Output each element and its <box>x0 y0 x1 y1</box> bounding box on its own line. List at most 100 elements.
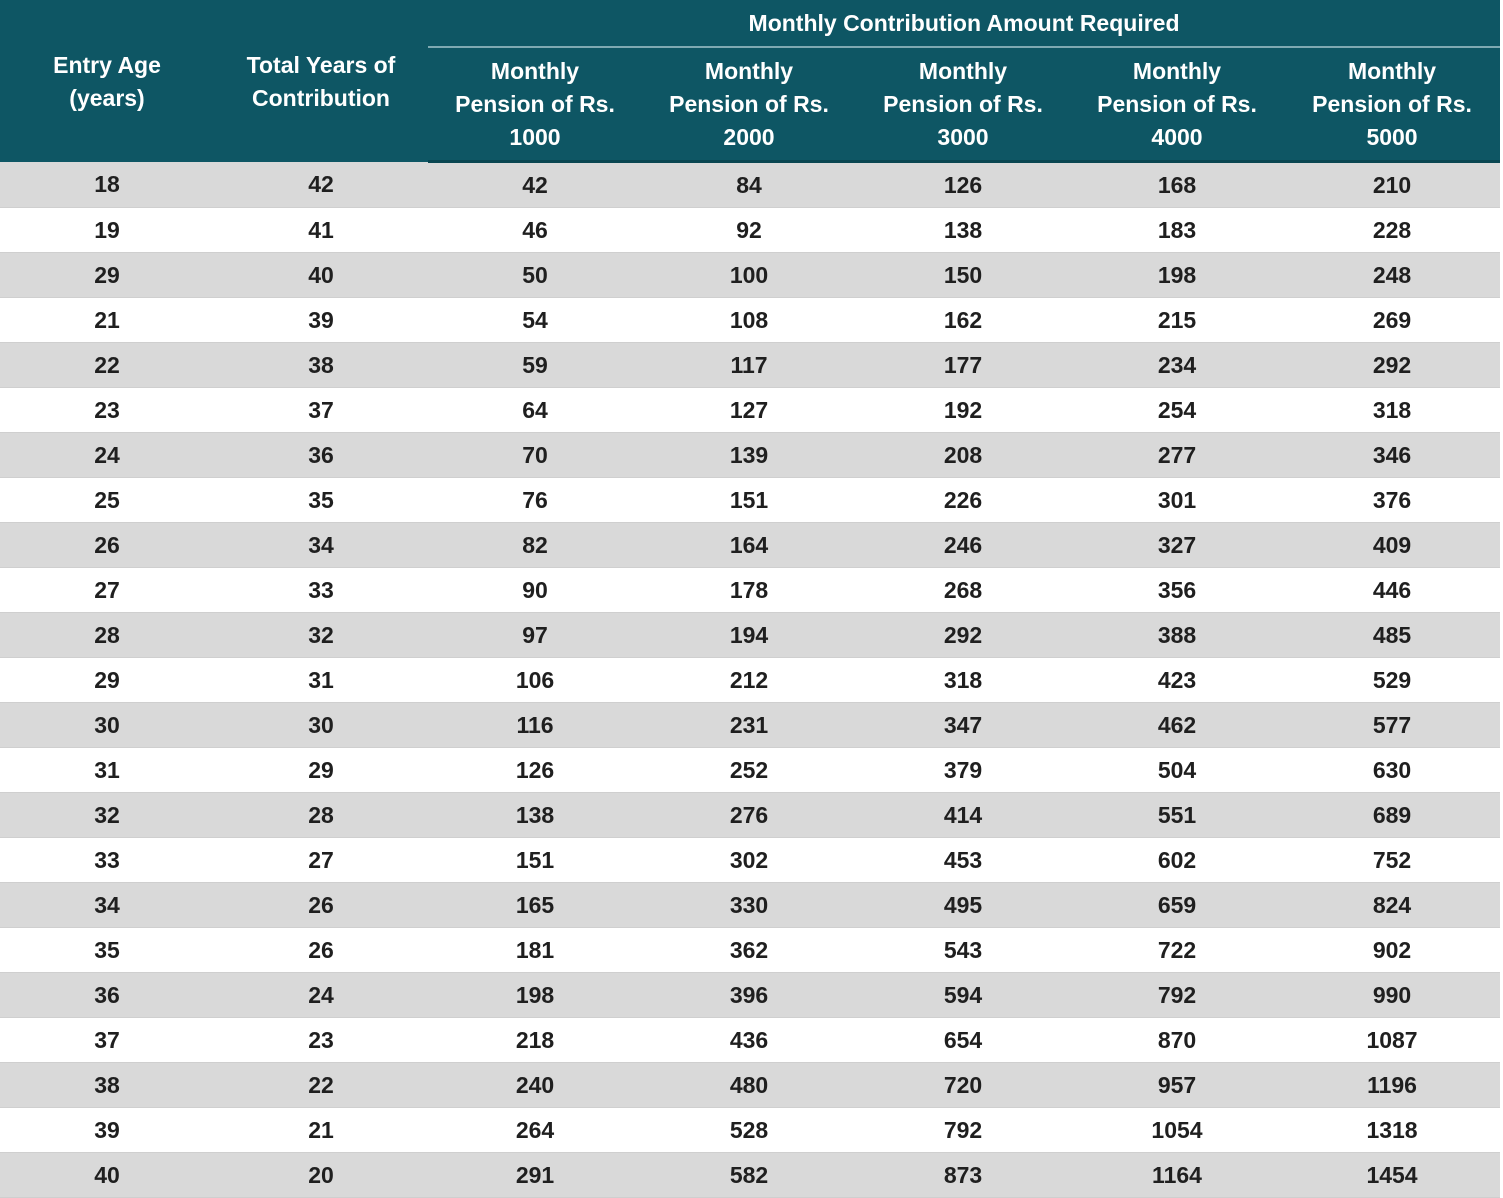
total-years-cell: 33 <box>214 567 428 613</box>
pension-2000-cell: 582 <box>642 1152 856 1198</box>
pension-3000-cell: 543 <box>856 927 1070 973</box>
table-row: 26 34 82 164 246 327 409 <box>0 522 1500 568</box>
table-row: 32 28 138 276 414 551 689 <box>0 792 1500 838</box>
pension-1000-cell: 218 <box>428 1017 642 1063</box>
pension-3000-cell: 594 <box>856 972 1070 1018</box>
pension-1000-cell: 97 <box>428 612 642 658</box>
total-years-cell: 35 <box>214 477 428 523</box>
table-row: 18 42 42 84 126 168 210 <box>0 161 1500 208</box>
pension-1000-cell: 181 <box>428 927 642 973</box>
pension-1000-cell: 54 <box>428 297 642 343</box>
pension-5000-cell: 1196 <box>1284 1062 1500 1108</box>
pension-3000-cell: 138 <box>856 207 1070 253</box>
total-years-cell: 34 <box>214 522 428 568</box>
pension-2000-cell: 302 <box>642 837 856 883</box>
pension-5000-cell: 902 <box>1284 927 1500 973</box>
entry-age-cell: 29 <box>0 252 214 298</box>
entry-age-cell: 25 <box>0 477 214 523</box>
pension-2000-cell: 252 <box>642 747 856 793</box>
table-row: 19 41 46 92 138 183 228 <box>0 207 1500 253</box>
entry-age-cell: 24 <box>0 432 214 478</box>
pension-3000-cell: 292 <box>856 612 1070 658</box>
pension-1000-cell: 138 <box>428 792 642 838</box>
pension-column-header-line1: Monthly <box>1132 57 1222 84</box>
table-row: 39 21 264 528 792 1054 1318 <box>0 1107 1500 1153</box>
total-years-cell: 30 <box>214 702 428 748</box>
pension-4000-cell: 234 <box>1070 342 1284 388</box>
pension-2000-cell: 84 <box>642 161 856 208</box>
pension-2000-cell: 528 <box>642 1107 856 1153</box>
pension-3000-cell: 495 <box>856 882 1070 928</box>
pension-4000-cell: 957 <box>1070 1062 1284 1108</box>
total-years-cell: 22 <box>214 1062 428 1108</box>
total-years-cell: 40 <box>214 252 428 298</box>
total-years-cell: 32 <box>214 612 428 658</box>
total-years-cell: 26 <box>214 882 428 928</box>
pension-3000-cell: 226 <box>856 477 1070 523</box>
pension-4000-cell: 301 <box>1070 477 1284 523</box>
table-row: 25 35 76 151 226 301 376 <box>0 477 1500 523</box>
pension-2000-cell: 396 <box>642 972 856 1018</box>
pension-2000-cell: 231 <box>642 702 856 748</box>
table-header: Entry Age (years) Total Years of Contrib… <box>0 0 1500 163</box>
pension-3000-cell: 379 <box>856 747 1070 793</box>
pension-column-header-line2: Pension of Rs. <box>883 90 1043 117</box>
pension-4000-cell: 327 <box>1070 522 1284 568</box>
table-row: 29 31 106 212 318 423 529 <box>0 657 1500 703</box>
pension-3000-cell: 318 <box>856 657 1070 703</box>
pension-1000-cell: 165 <box>428 882 642 928</box>
pension-1000-cell: 240 <box>428 1062 642 1108</box>
pension-3000-cell: 453 <box>856 837 1070 883</box>
pension-3000-cell: 192 <box>856 387 1070 433</box>
pension-4000-cell: 1164 <box>1070 1152 1284 1198</box>
pension-column-header-line3: 1000 <box>509 123 561 150</box>
pension-2000-cell: 212 <box>642 657 856 703</box>
pension-3000-cell: 268 <box>856 567 1070 613</box>
pension-5000-cell: 990 <box>1284 972 1500 1018</box>
pension-4000-cell: 1054 <box>1070 1107 1284 1153</box>
table-row: 23 37 64 127 192 254 318 <box>0 387 1500 433</box>
total-years-cell: 28 <box>214 792 428 838</box>
pension-5000-cell: 248 <box>1284 252 1500 298</box>
pension-column-header: Monthly Pension of Rs. 2000 <box>642 47 856 163</box>
pension-2000-cell: 164 <box>642 522 856 568</box>
total-years-cell: 42 <box>214 161 428 208</box>
pension-2000-cell: 100 <box>642 252 856 298</box>
pension-2000-cell: 92 <box>642 207 856 253</box>
pension-3000-cell: 126 <box>856 161 1070 208</box>
entry-age-header-line2: (years) <box>69 84 145 111</box>
table-row: 40 20 291 582 873 1164 1454 <box>0 1152 1500 1198</box>
pension-column-header-line2: Pension of Rs. <box>669 90 829 117</box>
pension-5000-cell: 376 <box>1284 477 1500 523</box>
pension-3000-cell: 208 <box>856 432 1070 478</box>
pension-4000-cell: 551 <box>1070 792 1284 838</box>
pension-1000-cell: 116 <box>428 702 642 748</box>
total-years-cell: 31 <box>214 657 428 703</box>
total-years-cell: 26 <box>214 927 428 973</box>
pension-2000-cell: 480 <box>642 1062 856 1108</box>
table-row: 24 36 70 139 208 277 346 <box>0 432 1500 478</box>
pension-5000-cell: 1454 <box>1284 1152 1500 1198</box>
pension-2000-cell: 127 <box>642 387 856 433</box>
entry-age-cell: 29 <box>0 657 214 703</box>
pension-1000-cell: 82 <box>428 522 642 568</box>
pension-1000-cell: 42 <box>428 161 642 208</box>
pension-3000-cell: 654 <box>856 1017 1070 1063</box>
pension-column-header-line1: Monthly <box>490 57 580 84</box>
pension-column-header-line2: Pension of Rs. <box>455 90 615 117</box>
pension-column-header-line3: 4000 <box>1151 123 1203 150</box>
total-years-cell: 39 <box>214 297 428 343</box>
entry-age-cell: 26 <box>0 522 214 568</box>
monthly-contribution-group-header: Monthly Contribution Amount Required <box>428 0 1500 48</box>
pension-column-header-line2: Pension of Rs. <box>1097 90 1257 117</box>
pension-3000-cell: 720 <box>856 1062 1070 1108</box>
entry-age-cell: 39 <box>0 1107 214 1153</box>
pension-4000-cell: 602 <box>1070 837 1284 883</box>
pension-1000-cell: 106 <box>428 657 642 703</box>
entry-age-cell: 18 <box>0 161 214 208</box>
entry-age-cell: 21 <box>0 297 214 343</box>
pension-5000-cell: 409 <box>1284 522 1500 568</box>
pension-column-header: Monthly Pension of Rs. 3000 <box>856 47 1070 163</box>
pension-2000-cell: 362 <box>642 927 856 973</box>
pension-column-header-line3: 5000 <box>1366 123 1418 150</box>
